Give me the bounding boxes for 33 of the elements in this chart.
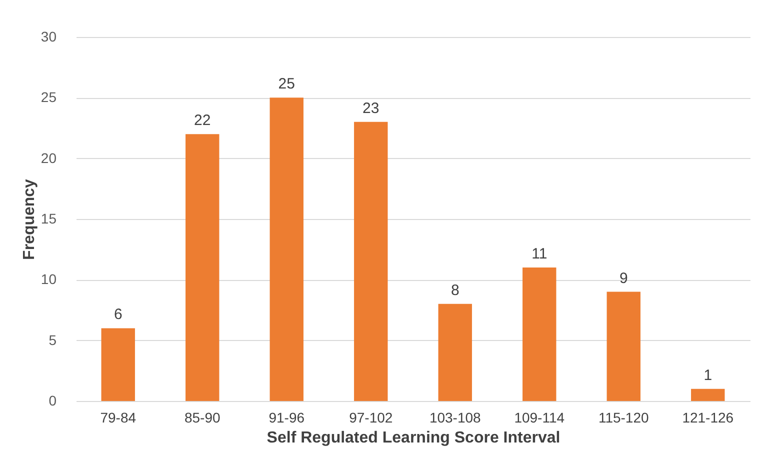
bar [186,134,220,401]
y-axis-title: Frequency [20,178,38,260]
bar [691,388,725,401]
bar [522,268,556,401]
y-tick-label: 10 [40,271,57,288]
bar [101,328,135,401]
x-tick-label: 91-96 [268,410,305,426]
data-label: 25 [278,76,295,93]
x-tick-label: 115-120 [598,410,650,426]
data-label: 23 [362,100,380,117]
bar [354,122,388,401]
x-tick-label: 109-114 [514,410,565,426]
bar [438,304,472,401]
x-tick-label: 121-126 [682,410,734,426]
data-label: 8 [450,282,460,299]
y-tick-label: 15 [40,210,57,226]
y-tick-label: 30 [40,28,57,44]
bar [606,292,640,401]
data-label: 11 [532,246,548,263]
data-label: 9 [619,270,628,287]
y-tick-label: 25 [40,89,57,106]
x-tick-label: 103-108 [429,410,482,426]
x-tick-label: 79-84 [100,410,136,426]
y-tick-label: 0 [48,392,57,408]
data-label: 22 [194,112,211,130]
data-label: 6 [114,306,122,324]
x-tick-label: 85-90 [184,410,220,426]
x-axis-title: Self Regulated Learning Score Interval [266,430,560,446]
x-tick-label: 97-102 [349,410,393,426]
bar [270,98,304,401]
y-tick-label: 5 [48,332,57,348]
data-label: 1 [704,366,712,384]
y-tick-label: 20 [40,150,57,166]
